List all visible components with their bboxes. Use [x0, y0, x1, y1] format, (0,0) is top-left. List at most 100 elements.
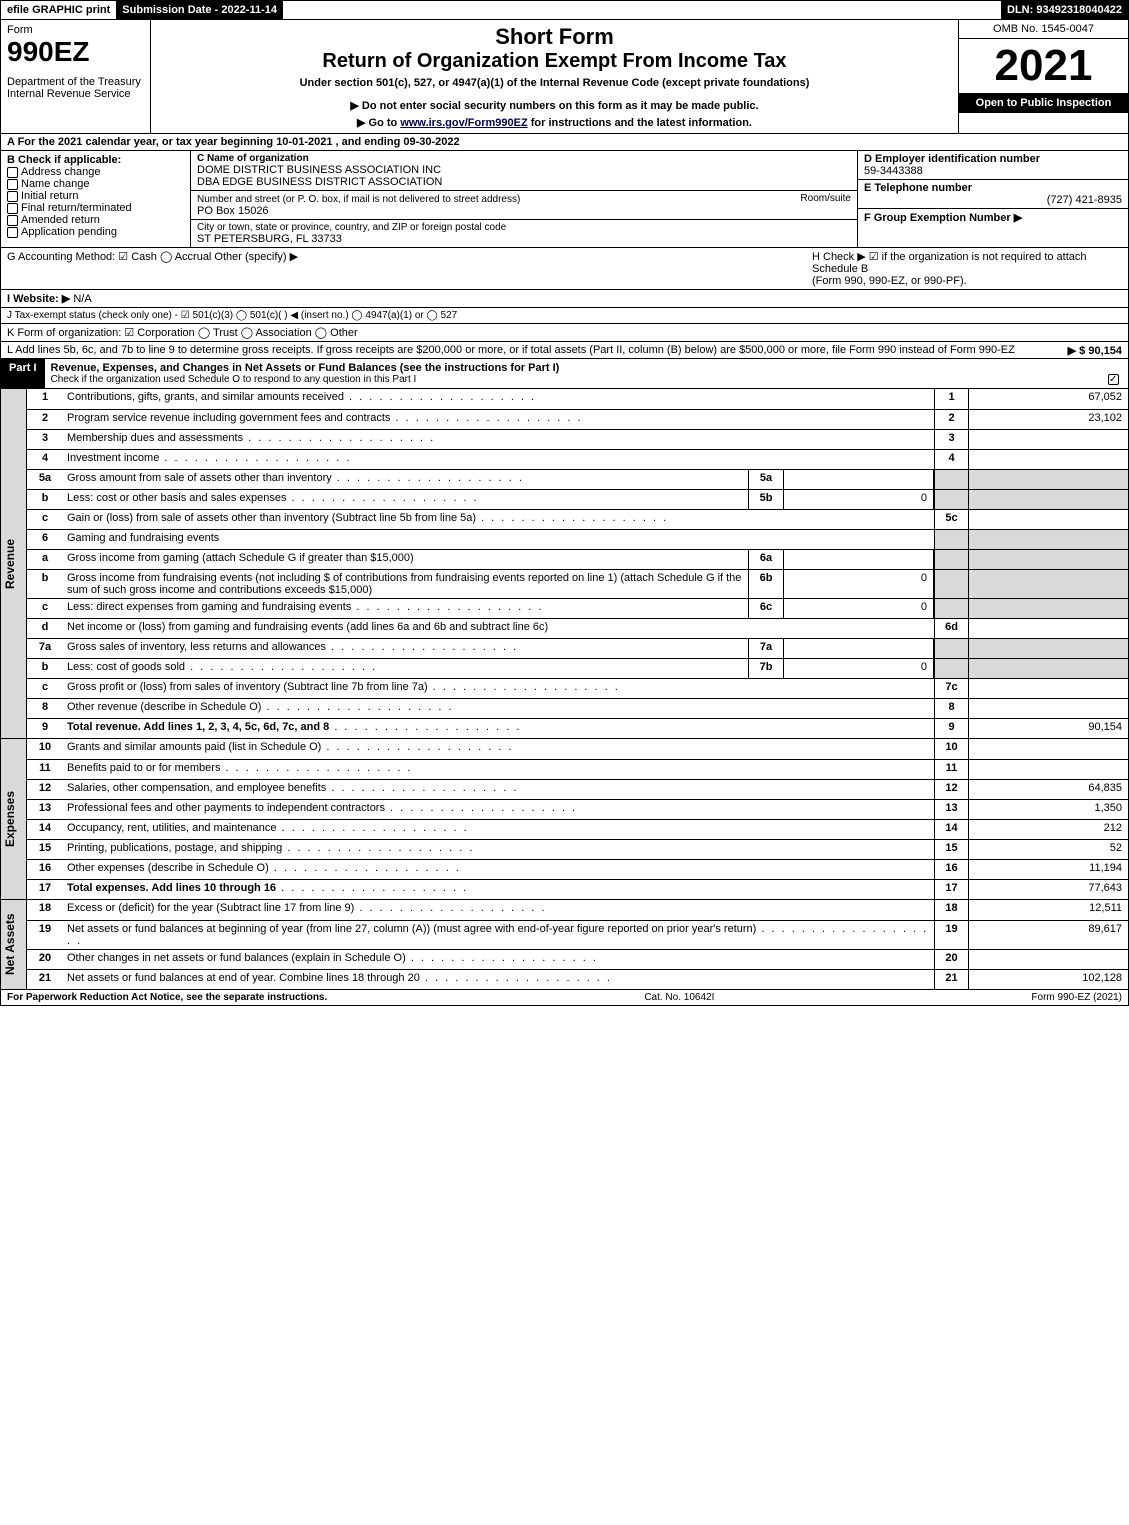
title-return: Return of Organization Exempt From Incom…: [157, 50, 952, 73]
ein-value: 59-3443388: [864, 165, 1122, 177]
footer-cat: Cat. No. 10642I: [644, 992, 714, 1003]
row-5b: bLess: cost or other basis and sales exp…: [27, 489, 1128, 509]
side-revenue: Revenue: [1, 389, 27, 738]
row-13: 13Professional fees and other payments t…: [27, 799, 1128, 819]
footer-form: Form 990-EZ (2021): [1031, 992, 1122, 1003]
omb-number: OMB No. 1545-0047: [959, 20, 1128, 39]
row-k-org: K Form of organization: ☑ Corporation ◯ …: [0, 324, 1129, 342]
chk-final-return[interactable]: Final return/terminated: [7, 202, 184, 214]
form-label: Form: [7, 24, 144, 36]
tax-year: 2021: [959, 39, 1128, 93]
chk-amended-return[interactable]: Amended return: [7, 214, 184, 226]
part-i-checkbox[interactable]: [1108, 374, 1119, 385]
row-21: 21Net assets or fund balances at end of …: [27, 969, 1128, 989]
row-12: 12Salaries, other compensation, and empl…: [27, 779, 1128, 799]
row-6d: dNet income or (loss) from gaming and fu…: [27, 618, 1128, 638]
row-5c: cGain or (loss) from sale of assets othe…: [27, 509, 1128, 529]
row-16: 16Other expenses (describe in Schedule O…: [27, 859, 1128, 879]
row-7c: cGross profit or (loss) from sales of in…: [27, 678, 1128, 698]
netassets-table: Net Assets 18Excess or (deficit) for the…: [0, 900, 1129, 990]
row-j-status: J Tax-exempt status (check only one) - ☑…: [0, 308, 1129, 324]
addr-label: Number and street (or P. O. box, if mail…: [197, 194, 520, 205]
dept-irs: Internal Revenue Service: [7, 88, 144, 100]
row-7b: bLess: cost of goods sold7b0: [27, 658, 1128, 678]
row-9: 9Total revenue. Add lines 1, 2, 3, 4, 5c…: [27, 718, 1128, 738]
title-short-form: Short Form: [157, 24, 952, 50]
phone-value: (727) 421-8935: [864, 194, 1122, 206]
row-17: 17Total expenses. Add lines 10 through 1…: [27, 879, 1128, 899]
section-c: C Name of organization DOME DISTRICT BUS…: [191, 151, 858, 247]
row-a-tax-year: A For the 2021 calendar year, or tax yea…: [0, 134, 1129, 151]
row-2: 2Program service revenue including gover…: [27, 409, 1128, 429]
row-8: 8Other revenue (describe in Schedule O)8: [27, 698, 1128, 718]
row-10: 10Grants and similar amounts paid (list …: [27, 739, 1128, 759]
row-l-gross: L Add lines 5b, 6c, and 7b to line 9 to …: [0, 342, 1129, 359]
irs-link[interactable]: www.irs.gov/Form990EZ: [400, 117, 527, 129]
g-accounting-method: G Accounting Method: ☑ Cash ◯ Accrual Ot…: [7, 250, 812, 287]
f-label: F Group Exemption Number ▶: [864, 211, 1122, 224]
topbar-spacer: [283, 1, 1001, 19]
header-right: OMB No. 1545-0047 2021 Open to Public In…: [958, 20, 1128, 133]
form-number: 990EZ: [7, 36, 144, 68]
row-15: 15Printing, publications, postage, and s…: [27, 839, 1128, 859]
website-value: N/A: [73, 293, 91, 305]
subtitle-2: ▶ Do not enter social security numbers o…: [157, 99, 952, 112]
subtitle-3: ▶ Go to www.irs.gov/Form990EZ for instru…: [157, 116, 952, 129]
row-gh: G Accounting Method: ☑ Cash ◯ Accrual Ot…: [0, 248, 1129, 290]
efile-link[interactable]: efile GRAPHIC print: [1, 1, 116, 19]
side-expenses: Expenses: [1, 739, 27, 899]
chk-name-change[interactable]: Name change: [7, 178, 184, 190]
section-b: B Check if applicable: Address change Na…: [1, 151, 191, 247]
part-i-tag: Part I: [1, 359, 45, 388]
c-name-label: C Name of organization: [197, 153, 851, 164]
expenses-table: Expenses 10Grants and similar amounts pa…: [0, 739, 1129, 900]
d-label: D Employer identification number: [864, 153, 1122, 165]
row-6a: aGross income from gaming (attach Schedu…: [27, 549, 1128, 569]
b-label: B Check if applicable:: [7, 154, 184, 166]
part-i-title: Revenue, Expenses, and Changes in Net As…: [51, 362, 1122, 374]
top-bar: efile GRAPHIC print Submission Date - 20…: [0, 0, 1129, 20]
city-label: City or town, state or province, country…: [197, 222, 851, 233]
row-5a: 5aGross amount from sale of assets other…: [27, 469, 1128, 489]
subtitle-1: Under section 501(c), 527, or 4947(a)(1)…: [157, 77, 952, 89]
row-4: 4Investment income4: [27, 449, 1128, 469]
org-name-2: DBA EDGE BUSINESS DISTRICT ASSOCIATION: [197, 176, 851, 188]
header-left: Form 990EZ Department of the Treasury In…: [1, 20, 151, 133]
footer-left: For Paperwork Reduction Act Notice, see …: [7, 992, 327, 1003]
chk-application-pending[interactable]: Application pending: [7, 226, 184, 238]
org-name-1: DOME DISTRICT BUSINESS ASSOCIATION INC: [197, 164, 851, 176]
row-18: 18Excess or (deficit) for the year (Subt…: [27, 900, 1128, 920]
row-20: 20Other changes in net assets or fund ba…: [27, 949, 1128, 969]
row-19: 19Net assets or fund balances at beginni…: [27, 920, 1128, 949]
row-11: 11Benefits paid to or for members11: [27, 759, 1128, 779]
side-netassets: Net Assets: [1, 900, 27, 989]
revenue-table: Revenue 1Contributions, gifts, grants, a…: [0, 389, 1129, 739]
row-6: 6Gaming and fundraising events: [27, 529, 1128, 549]
row-6b: bGross income from fundraising events (n…: [27, 569, 1128, 598]
part-i-header: Part I Revenue, Expenses, and Changes in…: [0, 359, 1129, 389]
part-i-check: Check if the organization used Schedule …: [51, 374, 1122, 385]
room-label: Room/suite: [800, 193, 851, 204]
org-address: PO Box 15026: [197, 205, 851, 217]
public-inspection-badge: Open to Public Inspection: [959, 93, 1128, 113]
l-value: ▶ $ 90,154: [1068, 344, 1122, 357]
row-i-website: I Website: ▶ N/A: [0, 290, 1129, 308]
chk-address-change[interactable]: Address change: [7, 166, 184, 178]
e-label: E Telephone number: [864, 182, 1122, 194]
footer: For Paperwork Reduction Act Notice, see …: [0, 990, 1129, 1006]
row-6c: cLess: direct expenses from gaming and f…: [27, 598, 1128, 618]
form-header: Form 990EZ Department of the Treasury In…: [0, 20, 1129, 134]
chk-initial-return[interactable]: Initial return: [7, 190, 184, 202]
dln: DLN: 93492318040422: [1001, 1, 1128, 19]
row-14: 14Occupancy, rent, utilities, and mainte…: [27, 819, 1128, 839]
row-3: 3Membership dues and assessments3: [27, 429, 1128, 449]
h-check: H Check ▶ ☑ if the organization is not r…: [812, 250, 1122, 287]
submission-date: Submission Date - 2022-11-14: [116, 1, 283, 19]
section-def: D Employer identification number 59-3443…: [858, 151, 1128, 247]
dept-treasury: Department of the Treasury: [7, 76, 144, 88]
header-center: Short Form Return of Organization Exempt…: [151, 20, 958, 133]
org-city: ST PETERSBURG, FL 33733: [197, 233, 851, 245]
section-bcde: B Check if applicable: Address change Na…: [0, 151, 1129, 248]
row-7a: 7aGross sales of inventory, less returns…: [27, 638, 1128, 658]
row-1: 1Contributions, gifts, grants, and simil…: [27, 389, 1128, 409]
